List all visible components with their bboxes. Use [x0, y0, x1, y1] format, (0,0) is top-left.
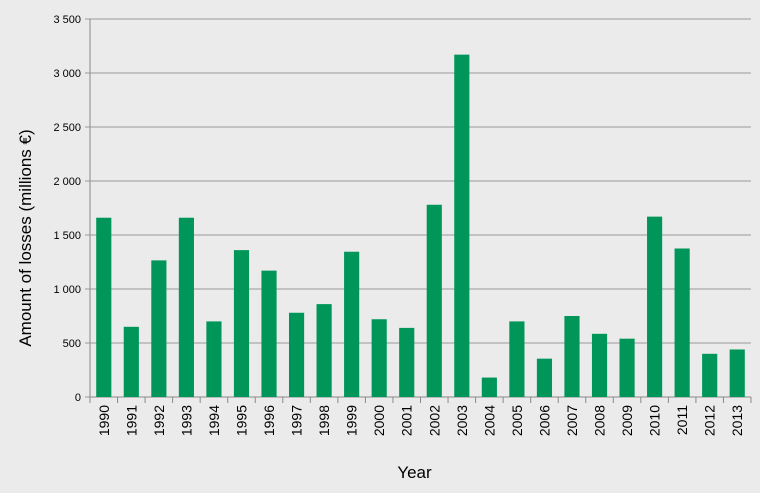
- bar-2006: [536, 358, 553, 397]
- y-axis-title: Amount of losses (millions €): [16, 129, 35, 346]
- bar-1993: [178, 217, 194, 397]
- y-tick-label: 3 000: [53, 68, 81, 80]
- x-tick-label: 1997: [289, 405, 305, 436]
- bar-1995: [233, 250, 250, 397]
- x-tick-label: 2000: [371, 405, 387, 436]
- bar-1997: [288, 312, 305, 397]
- x-tick-label: 2011: [674, 405, 690, 435]
- bar-1996: [261, 270, 277, 397]
- bar-2013: [729, 349, 745, 397]
- bar-2002: [426, 204, 442, 397]
- x-tick-label: 2006: [536, 405, 552, 436]
- x-tick-label: 1990: [96, 405, 112, 436]
- x-tick-label: 1993: [178, 405, 194, 436]
- x-tick-label: 2003: [454, 405, 470, 436]
- bar-2012: [702, 353, 718, 397]
- x-tick-label: 1998: [316, 405, 332, 436]
- y-tick-label: 1 500: [53, 230, 81, 242]
- bar-2008: [591, 333, 608, 397]
- x-tick-label: 2008: [592, 405, 608, 436]
- x-tick-label: 1992: [151, 405, 167, 436]
- bar-2009: [619, 338, 635, 397]
- bar-1994: [206, 321, 222, 397]
- bar-1991: [123, 326, 139, 397]
- x-tick-label: 2001: [399, 405, 415, 436]
- x-tick-label: 1999: [344, 405, 360, 436]
- y-tick-label: 0: [75, 392, 81, 404]
- x-axis-title: Year: [397, 463, 432, 482]
- x-tick-label: 2007: [564, 405, 580, 436]
- x-tick-label: 2005: [509, 405, 525, 436]
- bar-1998: [316, 304, 332, 397]
- bar-1999: [344, 251, 360, 397]
- x-tick-label: 2002: [426, 405, 442, 436]
- bar-2001: [399, 327, 415, 397]
- bar-1990: [96, 217, 112, 397]
- y-tick-label: 2 000: [53, 176, 81, 188]
- x-tick-label: 2010: [647, 405, 663, 436]
- bar-1992: [151, 260, 167, 397]
- x-tick-label: 1994: [206, 405, 222, 436]
- x-tick-label: 2004: [481, 405, 497, 436]
- bar-2000: [371, 319, 387, 397]
- bar-2004: [481, 377, 497, 397]
- bar-2010: [647, 216, 663, 397]
- x-tick-label: 1991: [123, 405, 139, 436]
- bar-2003: [454, 54, 470, 397]
- x-tick-label: 1996: [261, 405, 277, 436]
- x-tick-label: 2013: [729, 405, 745, 436]
- y-tick-label: 3 500: [53, 14, 81, 26]
- y-tick-label: 1 000: [53, 284, 81, 296]
- y-tick-labels: 0 500 1 000 1 500 2 000 2 500 3 000 3 500: [53, 14, 81, 404]
- gridlines: [85, 18, 752, 403]
- y-tick-label: 2 500: [53, 122, 81, 134]
- bars: [96, 54, 745, 397]
- bar-2011: [674, 248, 690, 397]
- x-tick-label: 1995: [233, 405, 249, 436]
- bar-2005: [509, 321, 525, 397]
- x-tick-label: 2012: [702, 405, 718, 436]
- y-tick-label: 500: [63, 338, 81, 350]
- x-tick-labels: 1990 1991 1992 1993 1994 1995 1996 1997 1998 1999…: [96, 405, 745, 436]
- bar-2007: [564, 316, 580, 397]
- x-tick-label: 2009: [619, 405, 635, 436]
